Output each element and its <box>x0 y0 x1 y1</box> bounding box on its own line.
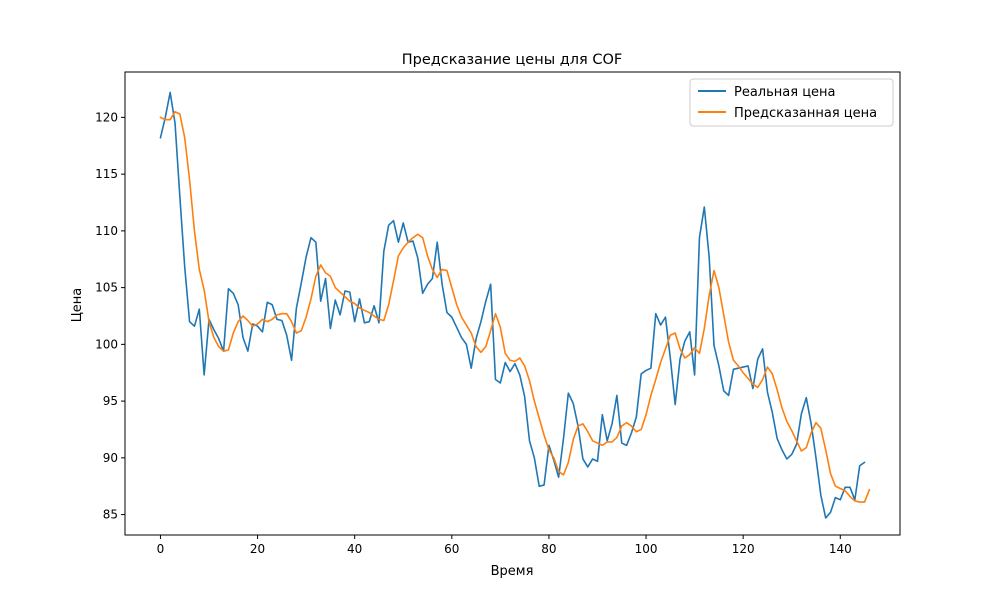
x-tick-label: 100 <box>635 542 658 556</box>
y-axis: 85 90 95 100 105 110 115 120 <box>95 110 125 522</box>
x-tick-label: 140 <box>829 542 852 556</box>
y-tick-label: 105 <box>95 281 118 295</box>
y-tick-label: 110 <box>95 224 118 238</box>
x-axis: 0 20 40 60 80 100 120 140 <box>157 535 852 556</box>
legend-box <box>689 78 894 127</box>
x-tick-label: 60 <box>444 542 459 556</box>
legend-label-predicted: Предсказанная цена <box>734 106 877 121</box>
y-tick-label: 95 <box>103 394 118 408</box>
x-tick-label: 40 <box>347 542 362 556</box>
plot-frame <box>124 71 901 536</box>
series-line-real <box>159 91 866 519</box>
legend-label-real: Реальная цена <box>734 85 836 100</box>
series-layer <box>159 91 871 519</box>
y-tick-label: 120 <box>95 110 118 124</box>
x-tick-label: 120 <box>732 542 755 556</box>
series-line-predicted <box>159 110 871 503</box>
plot-area <box>125 72 900 535</box>
legend: Реальная цена Предсказанная цена <box>689 78 894 127</box>
y-axis-label: Цена <box>70 288 85 323</box>
x-tick-label: 80 <box>541 542 556 556</box>
y-tick-label: 90 <box>103 451 118 465</box>
x-tick-label: 0 <box>157 542 165 556</box>
x-axis-label: Время <box>491 564 534 579</box>
y-tick-label: 85 <box>103 508 118 522</box>
y-tick-label: 100 <box>95 337 118 351</box>
y-tick-label: 115 <box>95 167 118 181</box>
x-tick-label: 20 <box>250 542 265 556</box>
chart-title: Предсказание цены для COF <box>402 52 623 68</box>
